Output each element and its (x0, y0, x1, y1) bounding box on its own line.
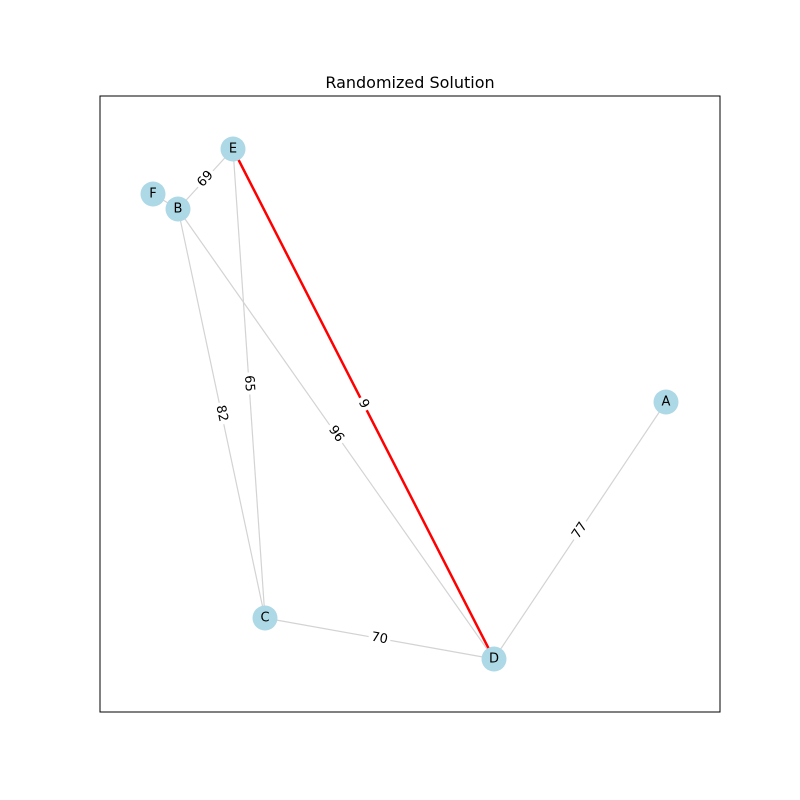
node-label: B (174, 202, 183, 217)
edge-label-background (352, 393, 375, 415)
node-circle (220, 136, 246, 162)
node-circle (481, 646, 507, 672)
figure-title: Randomized Solution (325, 73, 494, 92)
edge-weight-label: 70 (370, 630, 389, 648)
node-label: D (489, 652, 499, 667)
plot-frame (99, 95, 721, 713)
edge-label-E-D: 9 (352, 393, 375, 415)
edge-label-background (239, 371, 259, 396)
node-label: C (260, 611, 269, 626)
node-circle (252, 605, 278, 631)
edge-label-D-A: 77 (566, 516, 594, 545)
edges-layer (152, 148, 667, 660)
node-C: C (252, 605, 278, 631)
edge-label-background (322, 419, 350, 449)
edge-labels-layer: 69 65 9 82 96 70 77 (191, 164, 594, 650)
node-A: A (653, 389, 679, 415)
edge-label-B-C: 82 (210, 400, 233, 427)
node-label: F (149, 187, 156, 202)
node-D: D (481, 646, 507, 672)
edge-label-background (191, 164, 220, 194)
node-circle (140, 181, 166, 207)
node-F: F (140, 181, 166, 207)
node-circle (653, 389, 679, 415)
node-B: B (165, 196, 191, 222)
edge-label-C-D: 70 (367, 627, 392, 650)
nodes-layer: A B C D E F (140, 136, 679, 672)
node-label: A (662, 395, 671, 410)
edge-weight-label: 65 (241, 375, 257, 393)
node-E: E (220, 136, 246, 162)
node-circle (165, 196, 191, 222)
edge-label-background (210, 400, 233, 427)
edge-weight-label: 82 (212, 404, 230, 423)
edge-label-background (367, 627, 392, 650)
edge-label-B-D: 96 (322, 419, 350, 449)
edge-label-E-B: 69 (191, 164, 220, 194)
edge-label-E-C: 65 (239, 371, 259, 396)
node-label: E (229, 142, 237, 157)
edge-label-background (566, 516, 594, 545)
